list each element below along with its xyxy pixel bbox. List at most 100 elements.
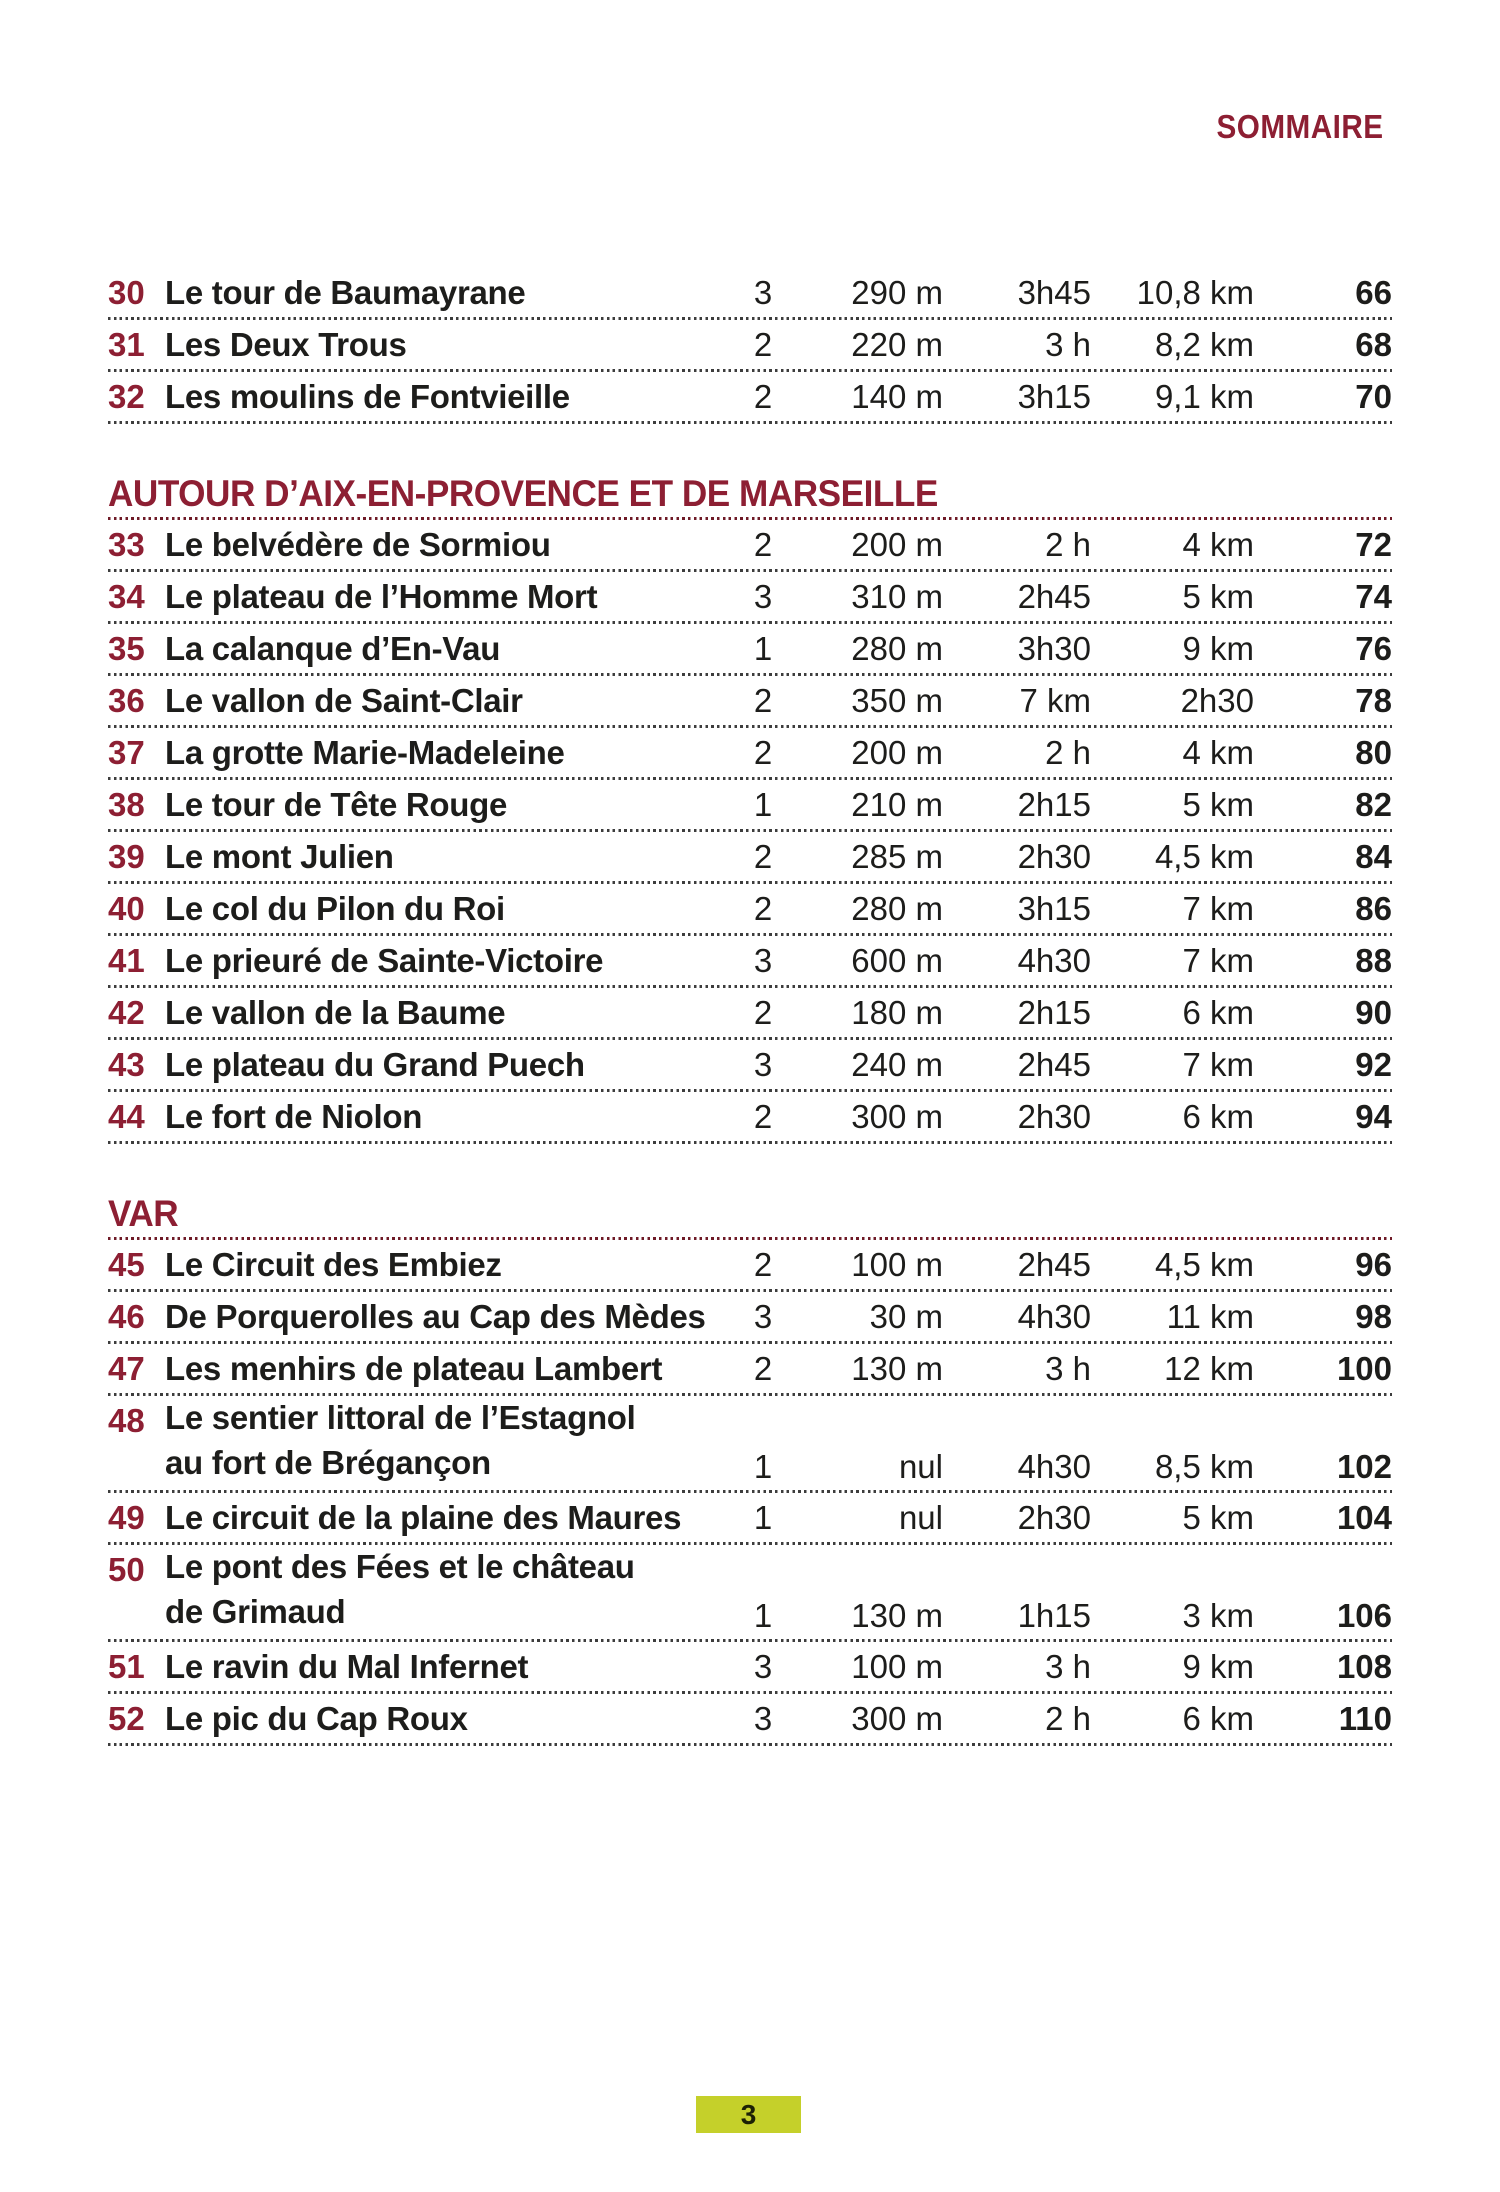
hike-distance: 4 km — [1182, 734, 1254, 772]
hike-page: 96 — [1355, 1246, 1392, 1284]
hike-elevation: 310 m — [851, 578, 943, 616]
toc-row: 43 Le plateau du Grand Puech 3 240 m 2h4… — [108, 1040, 1392, 1092]
hike-difficulty: 2 — [753, 526, 773, 564]
section-title: VAR — [108, 1193, 179, 1234]
hike-number: 35 — [108, 630, 145, 668]
toc-row: 51 Le ravin du Mal Infernet 3 100 m 3 h … — [108, 1642, 1392, 1694]
hike-page: 86 — [1355, 890, 1392, 928]
toc-row: 32 Les moulins de Fontvieille 2 140 m 3h… — [108, 372, 1392, 424]
hike-title: Le tour de Tête Rouge — [165, 786, 508, 824]
hike-elevation: 280 m — [851, 890, 943, 928]
hike-elevation: 200 m — [851, 526, 943, 564]
hike-duration: 3 h — [1045, 1648, 1091, 1686]
hike-duration: 1h15 — [1017, 1596, 1091, 1634]
hike-distance: 7 km — [1182, 942, 1254, 980]
hike-number: 52 — [108, 1700, 145, 1738]
hike-elevation: 220 m — [851, 326, 943, 364]
hike-duration: 3 h — [1045, 326, 1091, 364]
hike-distance: 8,5 km — [1154, 1447, 1254, 1485]
toc-row: 37 La grotte Marie-Madeleine 2 200 m 2 h… — [108, 728, 1392, 780]
hike-distance: 6 km — [1182, 994, 1254, 1032]
hike-title: Le prieuré de Sainte-Victoire — [165, 942, 604, 980]
hike-page: 90 — [1355, 994, 1392, 1032]
hike-number: 44 — [108, 1098, 145, 1136]
toc-row: 52 Le pic du Cap Roux 3 300 m 2 h 6 km 1… — [108, 1694, 1392, 1746]
hike-title: La grotte Marie-Madeleine — [165, 734, 565, 772]
hike-distance: 5 km — [1182, 1499, 1254, 1537]
hike-duration: 4h30 — [1017, 1298, 1091, 1336]
hike-elevation: 285 m — [851, 838, 943, 876]
hike-title: De Porquerolles au Cap des Mèdes — [165, 1298, 706, 1336]
hike-number: 33 — [108, 526, 145, 564]
toc-row: 41 Le prieuré de Sainte-Victoire 3 600 m… — [108, 936, 1392, 988]
hike-duration: 2h30 — [1017, 1098, 1091, 1136]
hike-page: 110 — [1338, 1700, 1392, 1738]
hike-elevation: 130 m — [851, 1350, 943, 1388]
hike-elevation: 210 m — [851, 786, 943, 824]
hike-duration: 3h30 — [1017, 630, 1091, 668]
hike-difficulty: 2 — [753, 890, 773, 928]
hike-title: Le circuit de la plaine des Maures — [165, 1499, 682, 1537]
hike-number: 49 — [108, 1499, 145, 1537]
hike-elevation: 130 m — [851, 1596, 943, 1634]
toc-row: 31 Les Deux Trous 2 220 m 3 h 8,2 km 68 — [108, 320, 1392, 372]
toc-row: 48 Le sentier littoral de l’Estagnol au … — [108, 1396, 1392, 1493]
hike-difficulty: 1 — [753, 1596, 773, 1634]
hike-distance: 10,8 km — [1136, 274, 1254, 312]
hike-difficulty: 2 — [753, 838, 773, 876]
hike-page: 104 — [1336, 1499, 1392, 1537]
hike-duration: 2h45 — [1017, 578, 1091, 616]
hike-difficulty: 3 — [753, 1298, 773, 1336]
hike-difficulty: 1 — [753, 630, 773, 668]
hike-duration: 2h45 — [1017, 1246, 1091, 1284]
hike-distance: 7 km — [1182, 890, 1254, 928]
page-number: 3 — [740, 2098, 757, 2130]
hike-duration: 3h15 — [1017, 890, 1091, 928]
hike-number: 47 — [108, 1350, 145, 1388]
toc-section: 30 Le tour de Baumayrane 3 290 m 3h45 10… — [108, 268, 1392, 424]
hike-distance: 5 km — [1182, 786, 1254, 824]
hike-title: Le plateau du Grand Puech — [165, 1046, 585, 1084]
hike-page: 100 — [1336, 1350, 1392, 1388]
hike-page: 78 — [1355, 682, 1392, 720]
toc-row: 46 De Porquerolles au Cap des Mèdes 3 30… — [108, 1292, 1392, 1344]
hike-difficulty: 2 — [753, 326, 773, 364]
hike-title: Le tour de Baumayrane — [165, 274, 526, 312]
hike-difficulty: 3 — [753, 1700, 773, 1738]
hike-number: 36 — [108, 682, 145, 720]
hike-title: Le plateau de l’Homme Mort — [165, 578, 598, 616]
hike-difficulty: 1 — [753, 786, 773, 824]
hike-distance: 4 km — [1182, 526, 1254, 564]
hike-difficulty: 2 — [753, 1098, 773, 1136]
hike-page: 70 — [1355, 378, 1392, 416]
toc-section: VAR 45 Le Circuit des Embiez 2 100 m 2h4… — [108, 1190, 1392, 1746]
toc-row: 45 Le Circuit des Embiez 2 100 m 2h45 4,… — [108, 1240, 1392, 1292]
hike-number: 51 — [108, 1648, 145, 1686]
hike-difficulty: 3 — [753, 1046, 773, 1084]
hike-number: 48 — [108, 1402, 145, 1439]
hike-page: 88 — [1355, 942, 1392, 980]
hike-elevation: nul — [898, 1499, 943, 1537]
toc-row: 50 Le pont des Fées et le château de Gri… — [108, 1545, 1392, 1642]
hike-duration: 3 h — [1045, 1350, 1091, 1388]
hike-page: 82 — [1355, 786, 1392, 824]
hike-duration: 2h15 — [1017, 786, 1091, 824]
hike-difficulty: 2 — [753, 1350, 773, 1388]
hike-difficulty: 1 — [753, 1447, 773, 1485]
toc-row: 44 Le fort de Niolon 2 300 m 2h30 6 km 9… — [108, 1092, 1392, 1144]
hike-title: Le col du Pilon du Roi — [165, 890, 505, 928]
hike-page: 66 — [1355, 274, 1392, 312]
hike-elevation: 300 m — [851, 1700, 943, 1738]
hike-difficulty: 2 — [753, 1246, 773, 1284]
toc-row: 30 Le tour de Baumayrane 3 290 m 3h45 10… — [108, 268, 1392, 320]
hike-elevation: 600 m — [851, 942, 943, 980]
hike-title: Le pont des Fées et le château de Grimau… — [165, 1548, 635, 1630]
toc-row: 49 Le circuit de la plaine des Maures 1 … — [108, 1493, 1392, 1545]
hike-duration: 2 h — [1045, 526, 1091, 564]
hike-number: 43 — [108, 1046, 145, 1084]
hike-page: 102 — [1336, 1447, 1392, 1485]
hike-duration: 2 h — [1045, 1700, 1091, 1738]
hike-page: 84 — [1355, 838, 1392, 876]
hike-page: 80 — [1355, 734, 1392, 772]
hike-elevation: 280 m — [851, 630, 943, 668]
